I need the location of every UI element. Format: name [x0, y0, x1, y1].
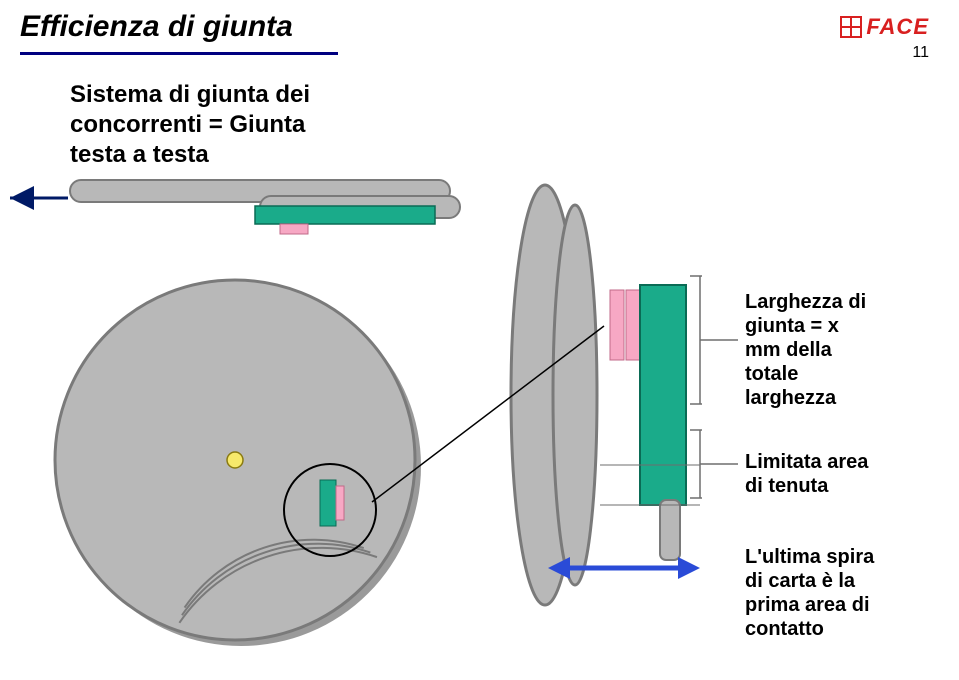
annot-width-l5: larghezza	[745, 387, 836, 409]
annotation-seal: Limitata area di tenuta	[745, 450, 868, 498]
annot-width-l1: Larghezza di	[745, 291, 866, 313]
annot-spiral-l3: prima area di	[745, 594, 870, 616]
subtitle-line1: Sistema di giunta dei	[70, 81, 310, 108]
annot-spiral-l1: L'ultima spira	[745, 546, 874, 568]
subtitle-line3: testa a testa	[70, 141, 209, 168]
brand-logo: FACE	[840, 14, 929, 40]
annot-width-l3: mm della	[745, 339, 832, 361]
subtitle-line2: concorrenti = Giunta	[70, 111, 305, 138]
page-number: 11	[912, 44, 929, 62]
title-underline	[20, 52, 338, 55]
annot-width-l2: giunta = x	[745, 315, 839, 337]
subtitle: Sistema di giunta dei concorrenti = Giun…	[70, 80, 310, 170]
annot-seal-l1: Limitata area	[745, 451, 868, 473]
logo-mark-icon	[840, 16, 862, 38]
annot-spiral-l2: di carta è la	[745, 570, 855, 592]
annot-spiral-l4: contatto	[745, 618, 824, 640]
annotation-spiral: L'ultima spira di carta è la prima area …	[745, 545, 874, 641]
annot-seal-l2: di tenuta	[745, 475, 828, 497]
annotation-width: Larghezza di giunta = x mm della totale …	[745, 290, 866, 410]
page-title: Efficienza di giunta	[20, 10, 293, 44]
logo-text: FACE	[866, 14, 929, 40]
annot-width-l4: totale	[745, 363, 798, 385]
title-text: Efficienza di giunta	[20, 10, 293, 43]
